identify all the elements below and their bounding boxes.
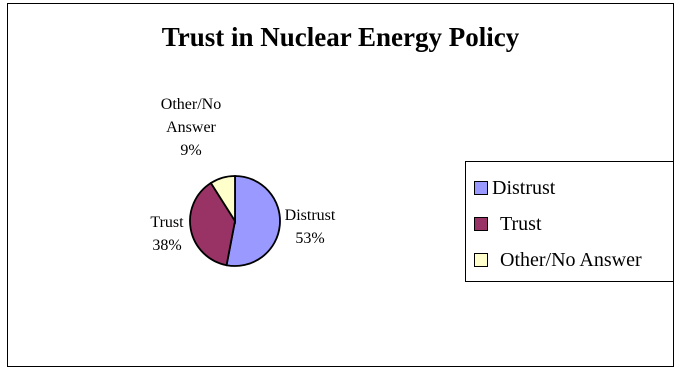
pie-slice-other bbox=[209, 175, 236, 225]
legend-label-trust: Trust bbox=[500, 212, 542, 235]
legend-swatch-distrust bbox=[474, 181, 488, 195]
legend-swatch-trust bbox=[474, 217, 488, 231]
legend-item-other: Other/No Answer bbox=[474, 242, 673, 278]
pie-slice-distrust bbox=[225, 175, 281, 267]
slice-label-distrust-category: Distrust bbox=[284, 207, 336, 224]
legend-label-distrust: Distrust bbox=[492, 176, 556, 199]
chart-legend: Distrust Trust Other/No Answer bbox=[465, 161, 674, 282]
chart-title: Trust in Nuclear Energy Policy bbox=[161, 22, 520, 52]
slice-label-other: Other/No Answer 9% bbox=[146, 93, 236, 162]
legend-item-trust: Trust bbox=[474, 206, 673, 242]
slice-label-other-pct: 9% bbox=[180, 142, 202, 159]
legend-label-other: Other/No Answer bbox=[500, 248, 642, 271]
slice-label-trust: Trust 38% bbox=[138, 211, 196, 257]
slice-label-trust-category: Trust bbox=[150, 214, 184, 231]
legend-swatch-other bbox=[474, 253, 488, 267]
slice-label-distrust: Distrust 53% bbox=[280, 204, 340, 250]
slice-label-distrust-pct: 53% bbox=[295, 230, 325, 247]
legend-item-distrust: Distrust bbox=[474, 170, 673, 206]
slice-label-trust-pct: 38% bbox=[152, 237, 182, 254]
slice-label-other-line2: Answer bbox=[166, 119, 216, 136]
slice-label-other-line1: Other/No bbox=[160, 96, 222, 113]
